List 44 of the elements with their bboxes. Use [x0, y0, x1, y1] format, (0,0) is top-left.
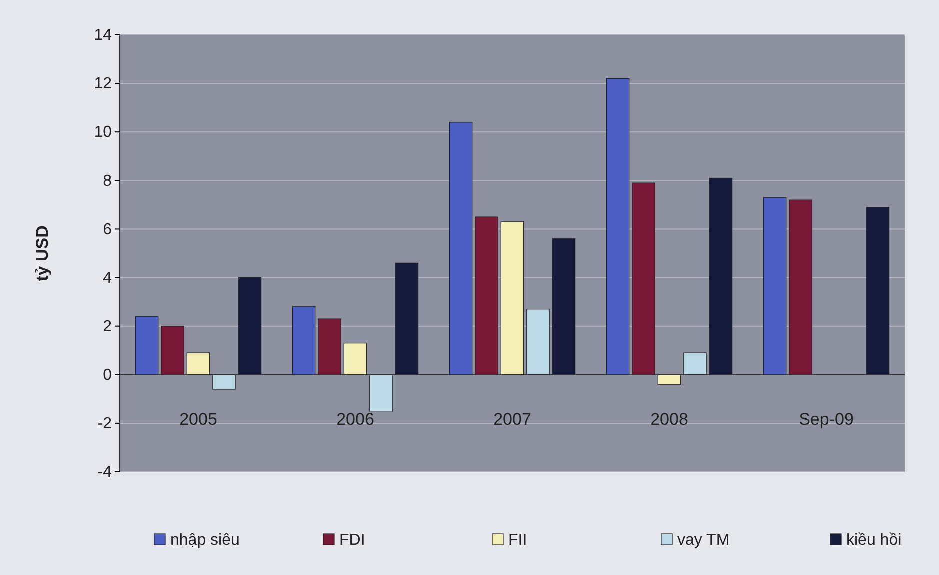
bar: [526, 309, 550, 376]
legend-label: nhập siêu: [170, 532, 240, 549]
bar: [475, 216, 498, 376]
bar: [449, 122, 473, 376]
y-tick-label: 2: [103, 318, 112, 336]
bar: [135, 316, 159, 376]
bar: [186, 352, 210, 376]
bar: [161, 326, 184, 376]
y-tick-label: 12: [94, 76, 112, 93]
bar: [632, 182, 656, 376]
x-tick-label: 2008: [650, 410, 688, 429]
y-tick-label: -4: [98, 464, 112, 482]
bar: [658, 374, 682, 385]
y-tick-label: 0: [103, 367, 112, 384]
y-tick-label: 8: [103, 172, 112, 190]
x-tick-label: 2006: [336, 410, 374, 429]
x-tick-label: 2007: [494, 410, 532, 429]
bar: [395, 262, 419, 376]
y-tick-label: -2: [98, 416, 112, 433]
bar: [709, 178, 733, 376]
legend-label: FDI: [340, 532, 366, 549]
bar: [763, 197, 787, 376]
bar: [370, 374, 393, 412]
bar: [292, 306, 316, 376]
bar: [318, 318, 342, 376]
y-tick-label: 4: [103, 270, 112, 287]
bar: [789, 200, 812, 376]
bar: [238, 277, 262, 376]
bar: [866, 207, 890, 376]
bar: [212, 374, 236, 390]
x-tick-label: Sep-09: [799, 410, 854, 429]
bar: [552, 238, 576, 376]
bar: [606, 78, 630, 376]
legend-label: FII: [508, 532, 528, 549]
bar: [500, 222, 524, 376]
y-axis-title: tỷ USD: [33, 226, 52, 282]
legend-label: vay TM: [678, 532, 730, 549]
bar: [684, 352, 707, 376]
y-tick-label: 6: [103, 221, 112, 238]
y-tick-label: 14: [94, 27, 112, 44]
y-tick-label: 10: [94, 124, 112, 142]
x-tick-label: 2005: [180, 410, 218, 429]
bar: [344, 343, 368, 376]
legend-label: kiều hồi: [846, 532, 902, 549]
